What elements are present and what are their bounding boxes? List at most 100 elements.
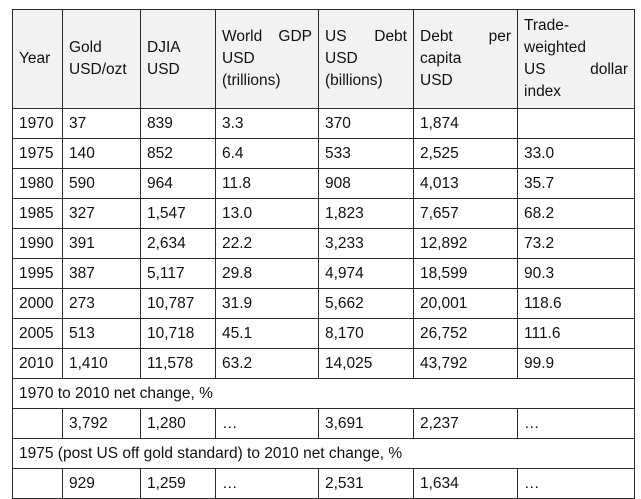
cell-gold: 37 — [62, 108, 141, 139]
cell-djia: 2,634 — [140, 228, 216, 259]
cell-debt-per-capita: 1,874 — [413, 108, 518, 139]
header-row: Year Gold USD/ozt DJIA USD World GDP USD… — [12, 9, 635, 109]
cell-year — [12, 408, 63, 439]
table-container: Year Gold USD/ozt DJIA USD World GDP USD… — [12, 9, 635, 499]
cell-us-debt: 14,025 — [318, 348, 414, 379]
cell-dollar-index: 99.9 — [517, 348, 635, 379]
cell-world-gdp: 45.1 — [215, 318, 319, 349]
cell-djia: 5,117 — [140, 258, 216, 289]
cell-world-gdp: 63.2 — [215, 348, 319, 379]
cell-year: 1995 — [12, 258, 63, 289]
cell-debt-per-capita: 7,657 — [413, 198, 518, 229]
cell-year: 2010 — [12, 348, 63, 379]
cell-year: 1990 — [12, 228, 63, 259]
cell-us-debt: 1,823 — [318, 198, 414, 229]
cell-djia: 10,787 — [140, 288, 216, 319]
cell-us-debt: 4,974 — [318, 258, 414, 289]
cell-debt-per-capita: 4,013 — [413, 168, 518, 199]
section-heading-1975-2010: 1975 (post US off gold standard) to 2010… — [12, 438, 635, 469]
header-world-gdp: World GDP USD (trillions) — [215, 9, 319, 109]
cell-dollar-index: 33.0 — [517, 138, 635, 169]
table-row: 1995 387 5,117 29.8 4,974 18,599 90.3 — [12, 258, 635, 289]
cell-debt-per-capita: 26,752 — [413, 318, 518, 349]
table-row: 2010 1,410 11,578 63.2 14,025 43,792 99.9 — [12, 348, 635, 379]
table-row: 1970 37 839 3.3 370 1,874 — [12, 108, 635, 139]
cell-world-gdp: … — [215, 468, 319, 499]
cell-us-debt: 370 — [318, 108, 414, 139]
cell-year: 2005 — [12, 318, 63, 349]
cell-debt-per-capita: 1,634 — [413, 468, 518, 499]
cell-year: 1970 — [12, 108, 63, 139]
cell-djia: 11,578 — [140, 348, 216, 379]
cell-world-gdp: 31.9 — [215, 288, 319, 319]
section-heading-1970-2010: 1970 to 2010 net change, % — [12, 378, 635, 409]
cell-dollar-index: 68.2 — [517, 198, 635, 229]
cell-djia: 1,280 — [140, 408, 216, 439]
table-row: 1990 391 2,634 22.2 3,233 12,892 73.2 — [12, 228, 635, 259]
table-row: 2000 273 10,787 31.9 5,662 20,001 118.6 — [12, 288, 635, 319]
cell-dollar-index: … — [517, 408, 635, 439]
cell-djia: 1,547 — [140, 198, 216, 229]
cell-us-debt: 3,691 — [318, 408, 414, 439]
economic-data-table: Year Gold USD/ozt DJIA USD World GDP USD… — [12, 9, 635, 499]
header-us-debt: US Debt USD (billions) — [318, 9, 414, 109]
cell-gold: 3,792 — [62, 408, 141, 439]
cell-debt-per-capita: 43,792 — [413, 348, 518, 379]
cell-dollar-index: 111.6 — [517, 318, 635, 349]
cell-gold: 273 — [62, 288, 141, 319]
cell-debt-per-capita: 12,892 — [413, 228, 518, 259]
cell-gold: 387 — [62, 258, 141, 289]
cell-world-gdp: 13.0 — [215, 198, 319, 229]
cell-year: 1980 — [12, 168, 63, 199]
table-row: 1975 140 852 6.4 533 2,525 33.0 — [12, 138, 635, 169]
net-change-row: 929 1,259 … 2,531 1,634 … — [12, 468, 635, 499]
cell-gold: 513 — [62, 318, 141, 349]
cell-year: 1985 — [12, 198, 63, 229]
cell-world-gdp: 3.3 — [215, 108, 319, 139]
cell-dollar-index: … — [517, 468, 635, 499]
cell-djia: 1,259 — [140, 468, 216, 499]
cell-debt-per-capita: 18,599 — [413, 258, 518, 289]
cell-debt-per-capita: 20,001 — [413, 288, 518, 319]
cell-debt-per-capita: 2,237 — [413, 408, 518, 439]
cell-djia: 10,718 — [140, 318, 216, 349]
cell-dollar-index: 73.2 — [517, 228, 635, 259]
cell-world-gdp: 6.4 — [215, 138, 319, 169]
cell-us-debt: 8,170 — [318, 318, 414, 349]
cell-dollar-index: 118.6 — [517, 288, 635, 319]
header-trade-weighted-index: Trade- weighted US dollar index — [517, 9, 635, 109]
cell-debt-per-capita: 2,525 — [413, 138, 518, 169]
cell-world-gdp: 29.8 — [215, 258, 319, 289]
cell-world-gdp: … — [215, 408, 319, 439]
net-change-row: 3,792 1,280 … 3,691 2,237 … — [12, 408, 635, 439]
cell-gold: 327 — [62, 198, 141, 229]
cell-gold: 929 — [62, 468, 141, 499]
cell-world-gdp: 11.8 — [215, 168, 319, 199]
cell-djia: 839 — [140, 108, 216, 139]
section-heading-row: 1975 (post US off gold standard) to 2010… — [12, 438, 635, 469]
header-year: Year — [12, 9, 63, 109]
header-debt-per-capita: Debt per capita USD — [413, 9, 518, 109]
table-row: 2005 513 10,718 45.1 8,170 26,752 111.6 — [12, 318, 635, 349]
cell-gold: 590 — [62, 168, 141, 199]
cell-year — [12, 468, 63, 499]
cell-dollar-index: 35.7 — [517, 168, 635, 199]
section-heading-row: 1970 to 2010 net change, % — [12, 378, 635, 409]
cell-us-debt: 2,531 — [318, 468, 414, 499]
cell-gold: 1,410 — [62, 348, 141, 379]
cell-gold: 140 — [62, 138, 141, 169]
header-djia: DJIA USD — [140, 9, 216, 109]
cell-world-gdp: 22.2 — [215, 228, 319, 259]
cell-us-debt: 908 — [318, 168, 414, 199]
header-gold: Gold USD/ozt — [62, 9, 141, 109]
cell-us-debt: 533 — [318, 138, 414, 169]
table-row: 1980 590 964 11.8 908 4,013 35.7 — [12, 168, 635, 199]
cell-us-debt: 5,662 — [318, 288, 414, 319]
cell-djia: 852 — [140, 138, 216, 169]
table-row: 1985 327 1,547 13.0 1,823 7,657 68.2 — [12, 198, 635, 229]
cell-year: 1975 — [12, 138, 63, 169]
cell-year: 2000 — [12, 288, 63, 319]
cell-dollar-index — [517, 108, 635, 139]
cell-dollar-index: 90.3 — [517, 258, 635, 289]
cell-us-debt: 3,233 — [318, 228, 414, 259]
